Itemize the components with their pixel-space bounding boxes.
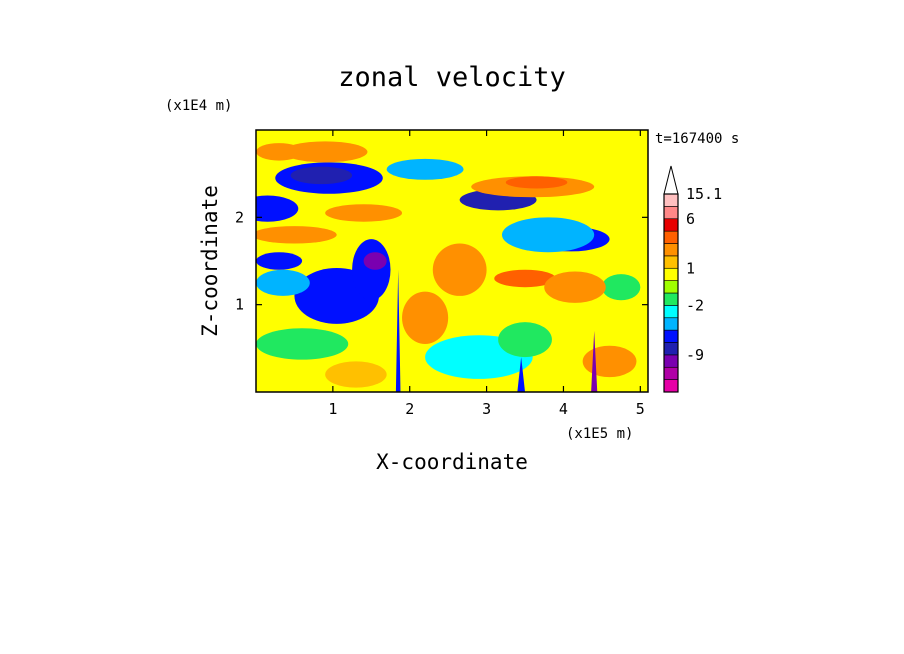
- contour-spike: [591, 330, 598, 392]
- y-axis-label: Z-coordinate: [198, 185, 222, 337]
- colorbar-level: [663, 206, 679, 220]
- colorbar-extend-arrow: [663, 165, 679, 195]
- colorbar-level: [663, 354, 679, 368]
- colorbar-level: [663, 255, 679, 269]
- colorbar-label: -9: [686, 346, 704, 364]
- colorbar: -9 -2 1 6 15.1: [663, 165, 722, 393]
- colorbar-frame: [663, 193, 679, 393]
- x-tick-label: 2: [405, 400, 414, 418]
- colorbar-level: [663, 379, 679, 393]
- contour-region: [498, 322, 552, 358]
- contour-region: [352, 239, 391, 301]
- colorbar-label: 15.1: [686, 185, 722, 203]
- contour-region: [282, 141, 368, 163]
- colorbar-level: [663, 280, 679, 294]
- colorbar-level: [663, 230, 679, 244]
- x-tick-label: 5: [636, 400, 645, 418]
- contour-region: [544, 271, 606, 303]
- contour-region: [256, 252, 303, 270]
- plot-area: 1 2 3 4 5 1 2: [235, 129, 649, 418]
- contour-region: [402, 291, 449, 344]
- contour-region: [325, 361, 387, 388]
- contour-region: [363, 252, 387, 270]
- x-tick-label: 4: [559, 400, 568, 418]
- colorbar-level: [663, 292, 679, 306]
- colorbar-label: 6: [686, 210, 695, 228]
- x-tick-label: 1: [328, 400, 337, 418]
- contour-region: [601, 274, 641, 301]
- z-multiplier-label: (x1E4 m): [165, 98, 232, 114]
- colorbar-level: [663, 317, 679, 331]
- contour-region: [582, 345, 637, 378]
- colorbar-level: [663, 218, 679, 232]
- contour-region: [256, 195, 299, 222]
- contour-region: [256, 269, 310, 296]
- contour-region: [386, 158, 464, 180]
- contour-region: [494, 269, 556, 288]
- colorbar-level: [663, 366, 679, 380]
- colorbar-level: [663, 193, 679, 207]
- contour-region: [256, 328, 349, 360]
- x-tick-label: 3: [482, 400, 491, 418]
- colorbar-level: [663, 342, 679, 356]
- colorbar-level: [663, 243, 679, 257]
- contour-region: [256, 143, 303, 161]
- contour-region: [325, 204, 403, 222]
- plot-frame: [255, 129, 649, 393]
- contour-region: [432, 243, 487, 296]
- colorbar-level: [663, 267, 679, 281]
- contour-region: [290, 166, 353, 185]
- contour-region: [501, 217, 595, 253]
- x-axis-label: X-coordinate: [376, 450, 528, 474]
- z-tick-label: 1: [235, 296, 244, 314]
- colorbar-label: -2: [686, 296, 704, 314]
- contour-spike: [395, 269, 401, 392]
- colorbar-level: [663, 305, 679, 319]
- contour-region: [256, 226, 337, 244]
- colorbar-level: [663, 329, 679, 343]
- time-label: t=167400 s: [655, 131, 739, 147]
- chart-title: zonal velocity: [338, 62, 566, 93]
- x-multiplier-label: (x1E5 m): [566, 426, 633, 442]
- colorbar-label: 1: [686, 259, 695, 277]
- contour-spike: [517, 357, 526, 392]
- contour-region: [505, 176, 568, 189]
- z-tick-label: 2: [235, 208, 244, 226]
